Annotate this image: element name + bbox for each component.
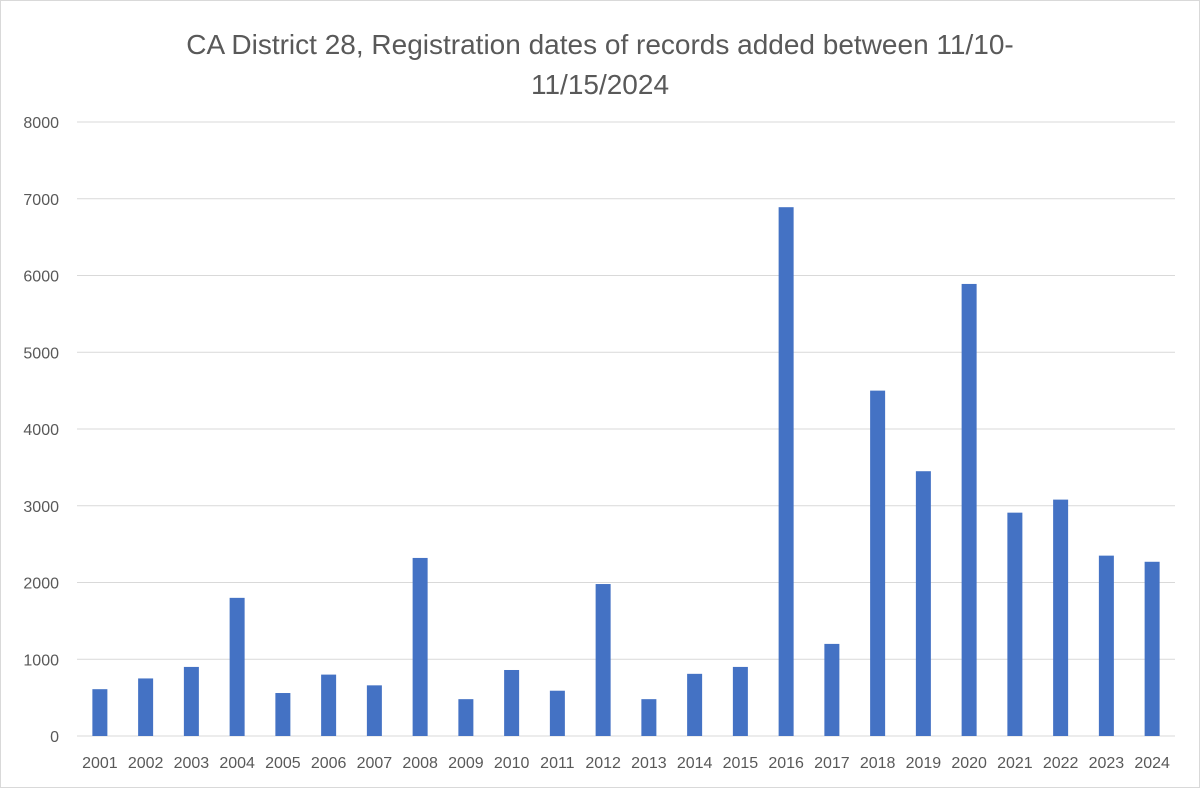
x-tick-label-2014: 2014 bbox=[677, 755, 713, 772]
x-tick-label-2015: 2015 bbox=[723, 755, 759, 772]
bar-2010 bbox=[504, 669, 520, 736]
bar-2023 bbox=[1098, 555, 1114, 736]
bar-2003 bbox=[183, 666, 199, 736]
x-tick-label-2022: 2022 bbox=[1043, 755, 1079, 772]
bar-2007 bbox=[366, 685, 382, 736]
x-tick-label-2023: 2023 bbox=[1089, 755, 1125, 772]
y-tick-label-1000: 1000 bbox=[23, 652, 59, 669]
bar-2021 bbox=[1007, 512, 1023, 736]
bar-2019 bbox=[915, 471, 931, 736]
y-axis-tick-labels: 0 1000 2000 3000 4000 5000 6000 7000 8000 bbox=[23, 115, 59, 746]
chart-title: CA District 28, Registration dates of re… bbox=[1, 25, 1199, 105]
y-tick-label-3000: 3000 bbox=[23, 499, 59, 516]
bar-2001 bbox=[92, 689, 108, 736]
bar-2013 bbox=[641, 699, 657, 736]
x-tick-label-2003: 2003 bbox=[174, 755, 210, 772]
bar-2018 bbox=[870, 390, 886, 736]
bar-2002 bbox=[138, 678, 154, 736]
bar-2015 bbox=[732, 666, 748, 736]
y-tick-label-2000: 2000 bbox=[23, 576, 59, 593]
bar-2014 bbox=[687, 673, 703, 736]
x-tick-label-2013: 2013 bbox=[631, 755, 667, 772]
bar-2011 bbox=[549, 690, 565, 736]
bar-2006 bbox=[321, 674, 337, 736]
x-tick-label-2016: 2016 bbox=[768, 755, 804, 772]
bar-2016 bbox=[778, 207, 794, 736]
chart-title-line-2: 11/15/2024 bbox=[530, 69, 670, 100]
x-tick-label-2001: 2001 bbox=[82, 755, 118, 772]
x-tick-label-2005: 2005 bbox=[265, 755, 301, 772]
x-tick-label-2010: 2010 bbox=[494, 755, 530, 772]
gridlines bbox=[77, 121, 1175, 737]
bar-2017 bbox=[824, 643, 840, 736]
x-tick-label-2007: 2007 bbox=[357, 755, 393, 772]
bars bbox=[92, 207, 1160, 736]
x-tick-label-2002: 2002 bbox=[128, 755, 164, 772]
x-tick-label-2019: 2019 bbox=[906, 755, 942, 772]
x-tick-label-2021: 2021 bbox=[997, 755, 1033, 772]
bar-2004 bbox=[229, 597, 245, 736]
y-tick-label-8000: 8000 bbox=[23, 115, 59, 132]
x-tick-label-2020: 2020 bbox=[951, 755, 987, 772]
bar-2008 bbox=[412, 557, 428, 736]
x-tick-label-2017: 2017 bbox=[814, 755, 850, 772]
x-tick-label-2011: 2011 bbox=[540, 755, 575, 772]
y-tick-label-4000: 4000 bbox=[23, 422, 59, 439]
bar-2009 bbox=[458, 699, 474, 736]
x-tick-label-2018: 2018 bbox=[860, 755, 896, 772]
bar-2022 bbox=[1053, 499, 1069, 736]
x-tick-label-2009: 2009 bbox=[448, 755, 484, 772]
bar-2012 bbox=[595, 584, 611, 736]
x-tick-label-2024: 2024 bbox=[1134, 755, 1170, 772]
bar-2020 bbox=[961, 283, 977, 736]
x-axis-tick-labels: 2001 2002 2003 2004 2005 2006 2007 2008 2009 2010… bbox=[82, 755, 1170, 772]
y-tick-label-5000: 5000 bbox=[23, 345, 59, 362]
y-tick-label-7000: 7000 bbox=[23, 192, 59, 209]
chart-title-line-1: CA District 28, Registration dates of re… bbox=[186, 29, 1014, 60]
x-tick-label-2004: 2004 bbox=[219, 755, 255, 772]
bar-2005 bbox=[275, 693, 291, 736]
x-tick-label-2012: 2012 bbox=[585, 755, 621, 772]
y-tick-label-0: 0 bbox=[50, 729, 59, 746]
bar-2024 bbox=[1144, 561, 1160, 736]
y-tick-label-6000: 6000 bbox=[23, 269, 59, 286]
x-tick-label-2006: 2006 bbox=[311, 755, 347, 772]
x-tick-label-2008: 2008 bbox=[402, 755, 438, 772]
